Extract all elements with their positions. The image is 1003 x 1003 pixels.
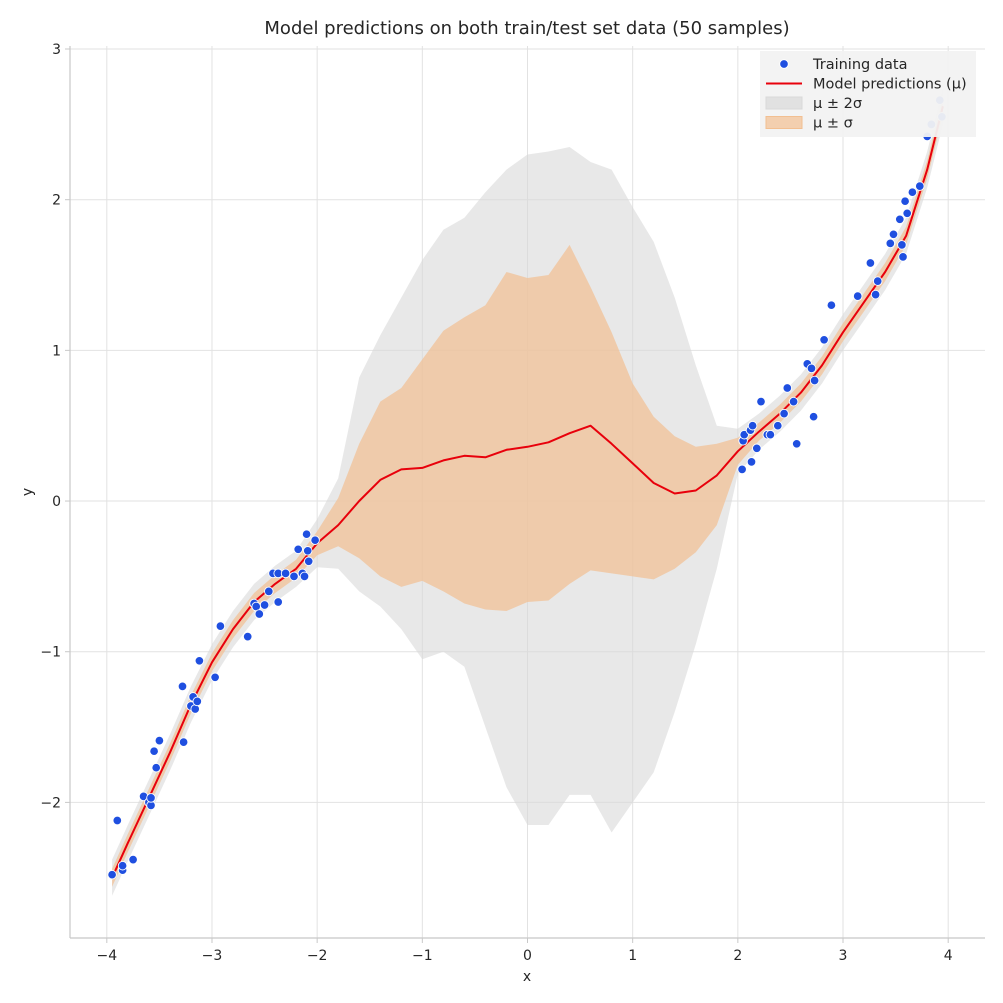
- training-point-41: [739, 429, 749, 440]
- training-point-55: [806, 363, 817, 374]
- training-point-0: [107, 869, 117, 880]
- training-point-13: [178, 737, 189, 747]
- training-point-34: [299, 571, 310, 582]
- training-point-71: [907, 187, 918, 197]
- tick-labels: −4 −3 −2 −1 0 1 2 3 4 −2 −1 0 1 2 3: [40, 42, 952, 964]
- y-axis-label: y: [20, 488, 36, 496]
- training-point-68: [898, 252, 908, 262]
- y-tick-label-1: −1: [40, 645, 61, 661]
- training-point-53: [791, 439, 802, 449]
- y-tick-label-3: 1: [52, 343, 61, 359]
- training-point-58: [819, 335, 829, 345]
- training-point-1: [112, 815, 123, 826]
- legend-label-2: μ ± 2σ: [813, 96, 862, 112]
- legend-label-1: Model predictions (μ): [813, 77, 967, 93]
- legend-marker-band-2: [765, 96, 803, 110]
- training-point-48: [765, 429, 776, 440]
- training-point-21: [242, 631, 253, 642]
- training-point-70: [902, 208, 912, 219]
- training-point-46: [756, 396, 766, 407]
- training-point-29: [273, 597, 283, 607]
- training-point-59: [826, 300, 837, 310]
- training-point-39: [737, 464, 747, 475]
- mean-line-group: [111, 106, 944, 879]
- training-point-37: [303, 556, 314, 567]
- training-point-45: [752, 443, 762, 454]
- x-tick-label-3: −1: [412, 948, 433, 964]
- y-tick-label-0: −2: [40, 795, 61, 811]
- training-point-50: [779, 408, 789, 419]
- training-point-35: [301, 529, 312, 539]
- uncertainty-bands: [112, 88, 943, 896]
- training-point-51: [782, 383, 793, 393]
- training-point-43: [746, 457, 757, 467]
- training-point-62: [870, 289, 881, 300]
- training-point-67: [897, 240, 907, 250]
- mean-line: [111, 106, 944, 879]
- training-point-57: [809, 375, 820, 386]
- training-point-49: [773, 420, 783, 431]
- training-point-38: [310, 535, 320, 545]
- training-point-11: [154, 735, 165, 746]
- x-tick-label-7: 3: [839, 948, 848, 964]
- x-tick-label-8: 4: [944, 948, 953, 964]
- training-point-36: [302, 546, 313, 556]
- training-point-72: [915, 181, 925, 191]
- training-point-25: [259, 600, 270, 610]
- training-point-56: [808, 411, 819, 422]
- x-tick-label-2: −2: [307, 948, 328, 964]
- training-point-3: [117, 860, 128, 871]
- legend-marker-band-3: [765, 116, 803, 129]
- training-point-44: [747, 420, 758, 431]
- training-point-24: [254, 609, 265, 619]
- training-point-63: [872, 276, 883, 286]
- training-point-17: [192, 696, 203, 707]
- training-point-66: [895, 214, 905, 225]
- training-point-64: [885, 238, 896, 249]
- y-tick-label-5: 3: [52, 42, 61, 58]
- legend-label-3: μ ± σ: [813, 116, 853, 132]
- x-tick-label-1: −3: [202, 948, 223, 964]
- band-1sigma: [112, 97, 943, 887]
- chart-title: Model predictions on both train/test set…: [264, 18, 789, 39]
- training-point-12: [177, 681, 188, 692]
- training-point-20: [215, 621, 226, 631]
- training-point-69: [900, 196, 910, 206]
- legend-marker-scatter: [779, 59, 789, 69]
- y-tick-label-2: 0: [52, 494, 61, 510]
- legend: Training data Model predictions (μ) μ ± 2σ…: [760, 51, 976, 137]
- training-point-4: [128, 854, 138, 865]
- training-point-65: [888, 229, 899, 240]
- x-tick-label-5: 1: [628, 948, 637, 964]
- training-point-9: [149, 746, 159, 756]
- y-tick-label-4: 2: [52, 193, 61, 209]
- training-point-61: [865, 258, 876, 268]
- training-point-60: [852, 291, 863, 301]
- training-point-19: [210, 672, 220, 683]
- x-axis-label: x: [523, 969, 531, 985]
- training-point-30: [280, 568, 291, 579]
- x-tick-label-4: 0: [523, 948, 532, 964]
- training-point-8: [146, 793, 156, 803]
- training-point-10: [151, 762, 161, 773]
- training-point-52: [788, 396, 799, 407]
- training-point-31: [289, 571, 299, 582]
- training-point-26: [264, 586, 274, 597]
- training-point-32: [293, 544, 303, 555]
- training-point-18: [194, 656, 205, 666]
- legend-label-0: Training data: [812, 57, 907, 73]
- x-tick-label-0: −4: [96, 948, 117, 964]
- x-tick-label-6: 2: [733, 948, 742, 964]
